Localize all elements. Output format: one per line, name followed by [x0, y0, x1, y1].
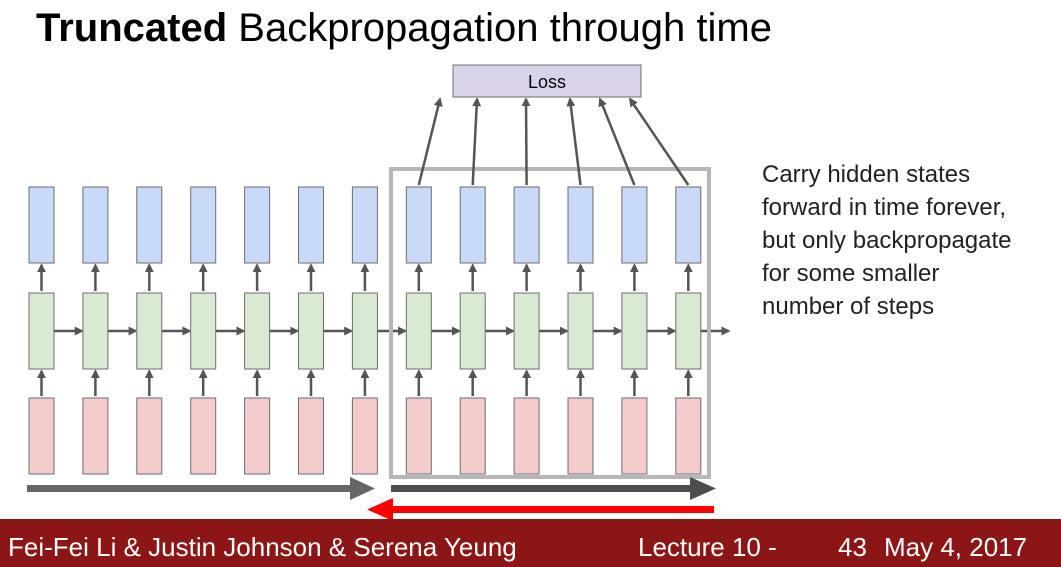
output-cell	[136, 186, 163, 264]
input-cell	[675, 397, 702, 475]
loss-gradient-arrow	[566, 97, 582, 186]
forward-arrow-before-window	[27, 477, 375, 500]
description-text: Carry hidden states forward in time fore…	[762, 158, 1061, 323]
hidden-cell	[459, 292, 486, 370]
footer-page-number: 43	[838, 532, 867, 562]
output-cell	[82, 186, 109, 264]
input-cell	[190, 397, 217, 475]
input-cell	[136, 397, 163, 475]
output-cell	[621, 186, 648, 264]
loss-box	[452, 64, 642, 98]
loss-gradient-arrow	[628, 97, 690, 186]
footer-authors: Fei-Fei Li & Justin Johnson & Serena Yeu…	[8, 532, 517, 562]
input-cell	[28, 397, 55, 475]
output-cell	[190, 186, 217, 264]
footer-bar: Fei-Fei Li & Justin Johnson & Serena Yeu…	[0, 519, 1061, 567]
hidden-cell	[405, 292, 432, 370]
hidden-cell	[513, 292, 540, 370]
output-cell	[244, 186, 271, 264]
input-cell	[513, 397, 540, 475]
loss-gradient-arrow	[598, 97, 636, 186]
input-cell	[459, 397, 486, 475]
loss-arrows	[417, 97, 690, 186]
input-cell	[405, 397, 432, 475]
output-cell	[513, 186, 540, 264]
truncation-window	[389, 167, 711, 479]
hidden-cell	[298, 292, 324, 370]
footer-lecture: Lecture 10 -	[638, 532, 777, 562]
backprop-arrow	[367, 498, 714, 519]
input-cell	[351, 397, 378, 475]
forward-arrow-in-window	[391, 477, 716, 500]
output-cell	[459, 186, 486, 264]
loss-label: Loss	[528, 72, 566, 92]
rnn-cells	[28, 186, 702, 475]
hidden-cell	[567, 292, 594, 370]
description-line: Carry hidden states	[762, 161, 971, 188]
description-line: forward in time forever,	[762, 194, 1007, 221]
hidden-cell	[190, 292, 217, 370]
output-cell	[567, 186, 594, 264]
hidden-cell	[351, 292, 378, 370]
loss-gradient-arrow	[417, 97, 443, 186]
description-line: for some smaller	[762, 260, 940, 287]
footer-date: May 4, 2017	[884, 532, 1028, 562]
output-cell	[675, 186, 702, 264]
input-cell	[82, 397, 109, 475]
input-cell	[298, 397, 324, 475]
output-cell	[298, 186, 324, 264]
loss-gradient-arrow	[471, 97, 482, 186]
description-line: number of steps	[762, 293, 935, 320]
description-line: but only backpropagate	[762, 227, 1012, 254]
output-cell	[405, 186, 432, 264]
input-cell	[621, 397, 648, 475]
vertical-arrows	[37, 263, 693, 396]
input-cell	[244, 397, 271, 475]
title-bold: Truncated	[36, 6, 228, 50]
hidden-cell	[621, 292, 648, 370]
loss-gradient-arrow	[521, 97, 531, 186]
hidden-cell	[244, 292, 271, 370]
hidden-cell	[675, 292, 702, 370]
rnn-diagram: Loss	[27, 64, 731, 519]
title-rest: Backpropagation through time	[227, 6, 772, 50]
slide-title: Truncated Backpropagation through time	[36, 6, 772, 51]
output-cell	[28, 186, 55, 264]
hidden-cell	[136, 292, 163, 370]
hidden-cell	[28, 292, 55, 370]
hidden-cell	[82, 292, 109, 370]
input-cell	[567, 397, 594, 475]
output-cell	[351, 186, 378, 264]
